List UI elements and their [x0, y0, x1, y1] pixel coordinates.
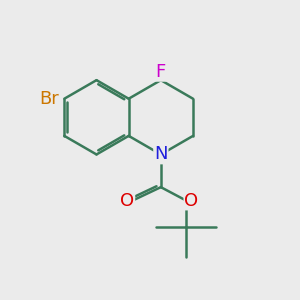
- Text: O: O: [184, 191, 199, 209]
- Text: Br: Br: [40, 90, 59, 108]
- Text: F: F: [156, 63, 166, 81]
- Text: N: N: [154, 146, 168, 164]
- Text: O: O: [120, 191, 134, 209]
